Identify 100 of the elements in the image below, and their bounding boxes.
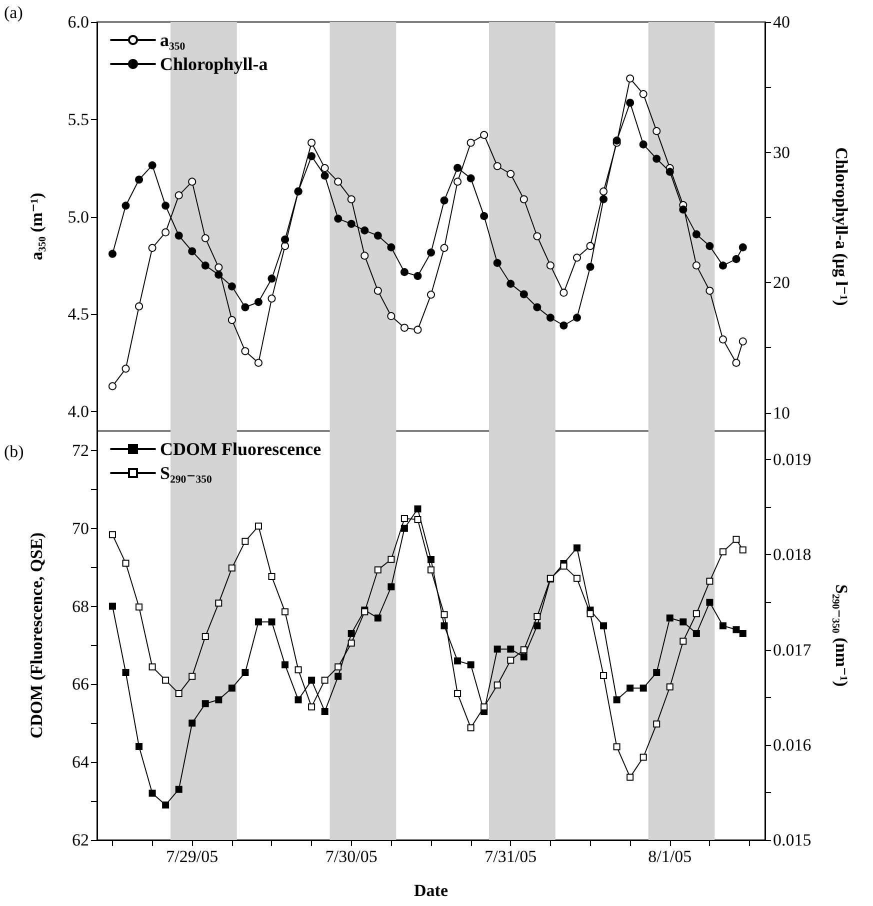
point: [573, 544, 580, 552]
point: [148, 663, 156, 670]
x-tick-label: 7/29/05: [166, 847, 218, 866]
point: [188, 247, 196, 256]
point: [480, 130, 488, 139]
point: [334, 663, 342, 670]
point: [706, 242, 714, 250]
point: [586, 262, 594, 271]
point: [732, 536, 740, 543]
point: [175, 690, 182, 698]
point: [162, 202, 170, 210]
point: [334, 178, 342, 186]
point: [202, 700, 209, 708]
legend-label: Chlorophyll-a: [160, 54, 268, 74]
point: [440, 622, 448, 630]
point: [136, 603, 143, 610]
point: [241, 347, 250, 356]
point: [201, 262, 210, 270]
point: [466, 174, 475, 182]
point: [653, 669, 660, 676]
y-axis-title: CDOM (Fluorescence, QSE): [27, 532, 46, 739]
point: [520, 646, 528, 654]
point: [174, 191, 183, 200]
point: [108, 602, 116, 610]
point: [440, 611, 448, 618]
point: [214, 270, 223, 279]
point: [347, 220, 356, 228]
point: [428, 566, 434, 574]
point: [228, 684, 236, 692]
point: [254, 298, 262, 306]
point: [626, 74, 634, 82]
legend-label: a₃₅₀: [160, 30, 186, 50]
point: [706, 598, 714, 606]
point: [162, 676, 170, 684]
point: [652, 127, 661, 136]
point: [718, 262, 727, 270]
point: [639, 90, 648, 98]
point: [440, 196, 448, 204]
point: [228, 316, 236, 324]
point: [600, 672, 608, 679]
point: [348, 630, 355, 638]
point: [281, 242, 290, 250]
y2-tick-label: 40: [773, 12, 790, 32]
point: [586, 610, 594, 618]
y-tick-label: 4.5: [68, 304, 89, 324]
x-axis-title: Date: [414, 881, 448, 900]
point: [162, 228, 170, 236]
point: [308, 138, 316, 147]
point: [360, 252, 369, 260]
point: [308, 676, 316, 684]
point: [242, 669, 249, 676]
point: [546, 314, 554, 322]
point: [282, 661, 289, 668]
point: [706, 286, 714, 295]
y2-tick-label: 0.018: [773, 545, 812, 564]
point: [414, 516, 422, 523]
point: [136, 743, 143, 750]
x-tick-label: 7/30/05: [325, 847, 378, 866]
point: [334, 672, 342, 680]
y-tick-label: 70: [72, 518, 89, 538]
point: [400, 524, 408, 532]
point: [242, 538, 249, 545]
point: [480, 212, 488, 220]
point: [507, 656, 514, 664]
y2-tick-label: 30: [773, 142, 790, 162]
point: [480, 703, 488, 710]
point: [321, 708, 328, 715]
point: [428, 556, 434, 564]
point: [294, 696, 302, 704]
point: [533, 232, 542, 240]
point: [572, 254, 581, 262]
point: [666, 614, 674, 622]
point: [692, 610, 700, 618]
point: [320, 164, 329, 172]
point: [215, 696, 222, 704]
point: [202, 632, 209, 640]
x-tick-label: 8/1/05: [648, 847, 692, 866]
point: [666, 168, 674, 176]
point: [679, 206, 688, 214]
point: [374, 286, 382, 295]
y-tick-label: 6.0: [68, 12, 89, 32]
point: [507, 646, 514, 653]
point: [572, 314, 581, 322]
y-tick-label: 68: [72, 596, 89, 616]
point: [188, 720, 196, 727]
point: [135, 176, 144, 184]
point: [506, 280, 515, 288]
point: [122, 202, 130, 210]
point: [534, 612, 541, 620]
y2-tick-label: 0.016: [773, 735, 812, 754]
point: [680, 618, 687, 626]
point: [600, 187, 608, 196]
point: [718, 335, 727, 344]
point: [241, 303, 250, 312]
point: [294, 666, 302, 674]
point: [653, 720, 660, 728]
point: [400, 324, 408, 332]
point: [640, 754, 647, 761]
point: [174, 232, 183, 240]
point: [188, 672, 196, 680]
